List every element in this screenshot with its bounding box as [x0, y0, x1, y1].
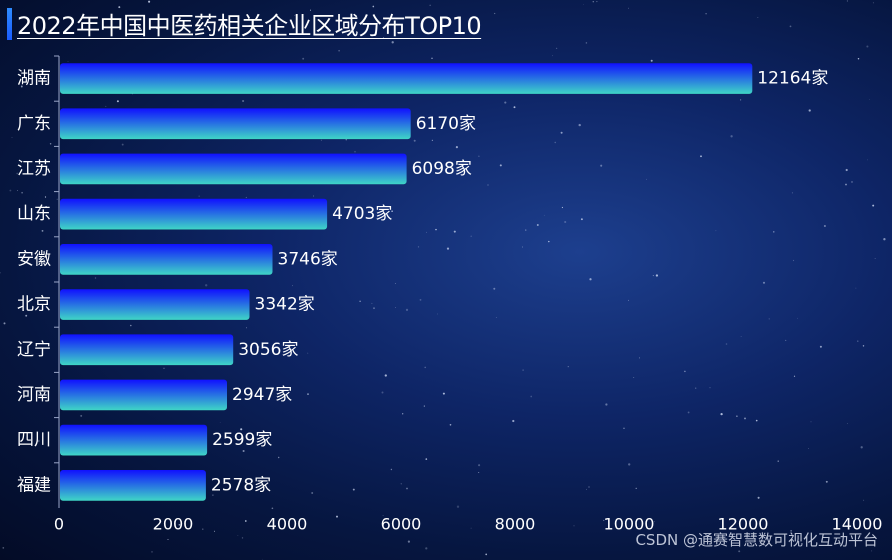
bar[interactable] — [60, 424, 208, 456]
bar[interactable] — [60, 108, 411, 140]
x-tick-label: 8000 — [495, 515, 536, 534]
category-label: 湖南 — [17, 69, 51, 89]
category-label: 江苏 — [17, 159, 51, 179]
watermark: CSDN @通赛智慧数可视化互动平台 — [635, 531, 878, 549]
x-tick-label: 4000 — [267, 515, 308, 534]
category-label: 福建 — [17, 475, 51, 495]
category-label: 广东 — [17, 114, 51, 134]
bar[interactable] — [60, 379, 227, 411]
bar[interactable] — [60, 153, 407, 185]
category-label: 北京 — [17, 295, 51, 315]
bar[interactable] — [60, 198, 328, 230]
data-label: 2947家 — [232, 385, 292, 405]
x-tick-label: 14000 — [832, 515, 883, 534]
data-label: 4703家 — [332, 204, 392, 224]
x-tick-label: 12000 — [718, 515, 769, 534]
data-label: 3056家 — [238, 340, 298, 360]
x-tick-label: 0 — [54, 515, 64, 534]
category-label: 河南 — [17, 385, 51, 405]
bar[interactable] — [60, 334, 234, 366]
x-tick-label: 10000 — [604, 515, 655, 534]
data-label: 2578家 — [211, 475, 271, 495]
data-label: 6170家 — [416, 114, 476, 134]
category-label: 辽宁 — [17, 340, 51, 360]
category-label: 山东 — [17, 204, 51, 224]
bar[interactable] — [60, 63, 753, 94]
data-label: 2599家 — [212, 430, 272, 450]
x-tick-label: 6000 — [381, 515, 422, 534]
bar[interactable] — [60, 470, 206, 501]
data-label: 12164家 — [757, 69, 828, 89]
data-label: 6098家 — [412, 159, 472, 179]
category-label: 四川 — [17, 430, 51, 450]
category-label: 安徽 — [17, 249, 51, 269]
data-label: 3746家 — [278, 249, 338, 269]
x-tick-label: 2000 — [153, 515, 194, 534]
chart-title: 2022年中国中医药相关企业区域分布TOP10 — [17, 12, 482, 40]
bar[interactable] — [60, 289, 250, 320]
bar[interactable] — [60, 244, 273, 275]
title-accent-bar — [7, 8, 12, 40]
data-label: 3342家 — [255, 295, 315, 315]
